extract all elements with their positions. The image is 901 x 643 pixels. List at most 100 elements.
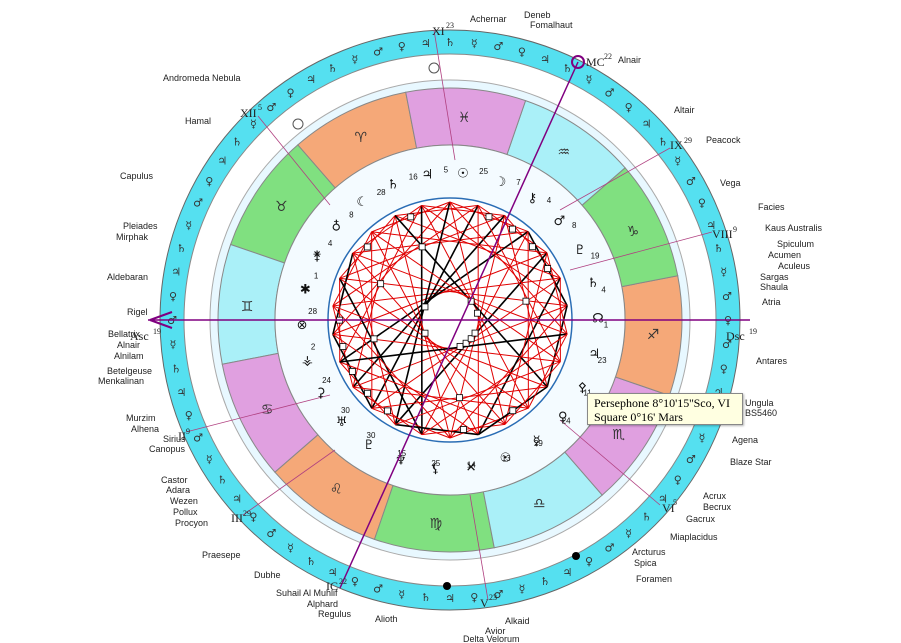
planet-icon[interactable]: ♇ <box>574 243 586 258</box>
star-label[interactable]: Miaplacidus <box>670 532 718 542</box>
planet-icon[interactable]: ♃ <box>588 347 600 362</box>
star-label[interactable]: Alioth <box>375 614 398 624</box>
planet-icon[interactable]: ♇ <box>363 438 375 453</box>
star-label[interactable]: Alnilam <box>114 351 144 361</box>
outer-ring-planet-icon: ♃ <box>445 592 455 605</box>
house-cusp-lines <box>185 29 713 601</box>
star-label[interactable]: Spica <box>634 558 657 568</box>
planet-icon[interactable]: ⊗ <box>297 318 308 333</box>
planet-icon[interactable]: ♂ <box>553 214 565 229</box>
star-label[interactable]: Dubhe <box>254 570 281 580</box>
star-label[interactable]: Spiculum <box>777 239 814 249</box>
planet-icon[interactable]: ⚳ <box>316 386 326 401</box>
house-label-asc: Asc 19 <box>130 327 161 343</box>
star-label[interactable]: Pleiades <box>123 221 158 231</box>
planet-icon[interactable]: ☾ <box>356 195 368 210</box>
planet-icon[interactable]: ♀ <box>558 410 568 425</box>
star-label[interactable]: Rigel <box>127 307 148 317</box>
star-label[interactable]: Canopus <box>149 444 186 454</box>
star-label[interactable]: Acumen <box>768 250 801 260</box>
star-label[interactable]: Suhail Al Muhlif <box>276 588 338 598</box>
star-label[interactable]: Atria <box>762 297 781 307</box>
zodiac-sign-icon: ♏ <box>612 427 625 443</box>
planet-icon[interactable]: ⚶ <box>302 353 313 368</box>
star-label[interactable]: Alphard <box>307 599 338 609</box>
star-label[interactable]: Achernar <box>470 14 507 24</box>
planet-icon[interactable]: ☿ <box>533 434 541 449</box>
star-label[interactable]: Capulus <box>120 171 154 181</box>
star-label[interactable]: Peacock <box>706 135 741 145</box>
star-label[interactable]: Sargas <box>760 272 789 282</box>
planet-degree: 25 <box>431 459 440 468</box>
house-label-ii: II 9 <box>178 427 190 443</box>
star-label[interactable]: Alhena <box>131 424 159 434</box>
planet-icon[interactable]: ♃ <box>422 168 434 183</box>
outer-ring-planet-icon: ♀ <box>249 511 257 524</box>
asc-arrow-icon[interactable] <box>149 311 173 329</box>
planet-icon[interactable]: ☉ <box>457 167 469 182</box>
planet-icon[interactable]: ⚸ <box>431 461 441 476</box>
svg-text:Dsc: Dsc <box>726 329 745 343</box>
star-label[interactable]: Shaula <box>760 282 788 292</box>
star-label[interactable]: Praesepe <box>202 550 241 560</box>
planet-icon[interactable]: ✕ <box>466 460 477 475</box>
planet-icon[interactable]: ⚴ <box>578 380 588 395</box>
planet-icon[interactable]: ⚵ <box>312 249 322 264</box>
star-label[interactable]: Agena <box>732 435 758 445</box>
star-label[interactable]: Gacrux <box>686 514 716 524</box>
star-label[interactable]: Vega <box>720 178 741 188</box>
star-label[interactable]: Altair <box>674 105 695 115</box>
star-label[interactable]: Fomalhaut <box>530 20 573 30</box>
star-label[interactable]: Hamal <box>185 116 211 126</box>
star-label[interactable]: Avior <box>485 626 505 636</box>
star-label[interactable]: Bellatrix <box>108 329 141 339</box>
planet-icon[interactable]: ✱ <box>300 283 311 298</box>
outer-ring-planet-icon: ♃ <box>563 566 573 579</box>
star-label[interactable]: Blaze Star <box>730 457 772 467</box>
planet-icon[interactable]: ♄ <box>587 276 599 291</box>
star-label[interactable]: Pollux <box>173 507 198 517</box>
star-label[interactable]: Mirphak <box>116 232 149 242</box>
star-label[interactable]: Aculeus <box>778 261 811 271</box>
mc-marker-icon[interactable] <box>571 55 585 69</box>
star-label[interactable]: Deneb <box>524 10 551 20</box>
planet-icon[interactable]: ☽ <box>495 175 507 190</box>
star-label[interactable]: Alnair <box>618 55 641 65</box>
planet-icon[interactable]: ♆ <box>395 454 407 469</box>
star-label[interactable]: Andromeda Nebula <box>163 73 241 83</box>
star-label[interactable]: BS5460 <box>745 408 777 418</box>
planet-icon[interactable]: ♁ <box>332 219 342 234</box>
zodiac-sign-icon: ♈ <box>355 130 368 146</box>
planet-icon[interactable]: ☉ <box>500 451 512 466</box>
star-label[interactable]: Ungula <box>745 398 774 408</box>
planet-icon[interactable]: ☊ <box>592 311 604 326</box>
star-label[interactable]: Castor <box>161 475 188 485</box>
star-label[interactable]: Kaus Australis <box>765 223 823 233</box>
outer-ring-planet-icon: ♀ <box>185 409 193 422</box>
svg-text:Asc: Asc <box>130 329 149 343</box>
star-label[interactable]: Regulus <box>318 609 352 619</box>
planet-icon[interactable]: ♅ <box>336 415 348 430</box>
star-label[interactable]: Wezen <box>170 496 198 506</box>
star-label[interactable]: Alnair <box>117 340 140 350</box>
star-label[interactable]: Facies <box>758 202 785 212</box>
star-label[interactable]: Antares <box>756 356 788 366</box>
svg-text:29: 29 <box>243 509 251 518</box>
star-label[interactable]: Becrux <box>703 502 732 512</box>
star-label[interactable]: Menkalinan <box>98 376 144 386</box>
star-label[interactable]: Delta Velorum <box>463 634 520 643</box>
star-label[interactable]: Sirius <box>163 434 186 444</box>
planet-degree: 13 <box>502 454 511 463</box>
star-label[interactable]: Adara <box>166 485 190 495</box>
star-label[interactable]: Acrux <box>703 491 727 501</box>
star-label[interactable]: Aldebaran <box>107 272 148 282</box>
planet-icon[interactable]: ⚷ <box>528 191 538 206</box>
star-label[interactable]: Foramen <box>636 574 672 584</box>
planet-icon[interactable]: ♄ <box>387 177 399 192</box>
star-label[interactable]: Procyon <box>175 518 208 528</box>
star-label[interactable]: Arcturus <box>632 547 666 557</box>
star-label[interactable]: Betelgeuse <box>107 366 152 376</box>
star-label[interactable]: Alkaid <box>505 616 530 626</box>
star-label[interactable]: Murzim <box>126 413 156 423</box>
